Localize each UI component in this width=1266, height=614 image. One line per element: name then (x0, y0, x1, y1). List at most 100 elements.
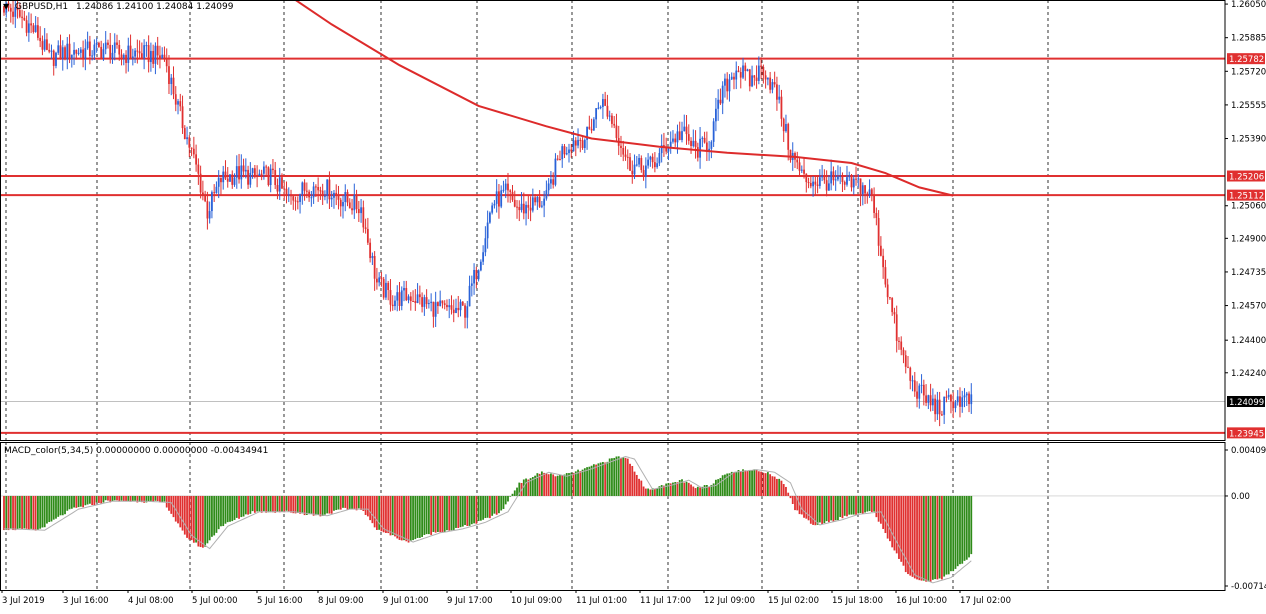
macd-bar-down (292, 495, 295, 514)
candle-bull (633, 164, 636, 175)
candle-bear (705, 142, 708, 152)
candle-bear (629, 157, 631, 171)
candle-bear (893, 312, 896, 315)
macd-bar-up (16, 495, 19, 529)
macd-bar-down (396, 495, 399, 539)
macd-bar-down (299, 495, 301, 514)
candle-bear (199, 173, 202, 193)
macd-bar-up (229, 495, 231, 522)
candle-bear (319, 190, 322, 192)
candle-bull (27, 23, 30, 33)
macd-bar-up (357, 495, 360, 509)
candle-bear (674, 138, 677, 143)
candle-bull (233, 177, 236, 185)
candle-bear (622, 147, 625, 155)
candle-bull (920, 384, 923, 386)
time-tick-label: 15 Jul 02:00 (768, 596, 819, 606)
candle-bull (699, 138, 701, 158)
macd-bar-down (785, 486, 787, 496)
macd-bar-down (572, 472, 575, 496)
candle-bear (620, 145, 622, 148)
candle-bull (848, 175, 851, 178)
candle-bull (954, 402, 957, 409)
macd-bar-up (938, 495, 941, 579)
candle-bull (812, 181, 814, 187)
candle-bear (88, 41, 91, 57)
candle-bear (159, 55, 161, 59)
candle-bear (339, 199, 342, 207)
candle-bull (658, 153, 661, 164)
candle-bull (635, 164, 638, 166)
macd-bar-up (493, 495, 496, 514)
macd-bar-down (642, 486, 645, 496)
macd-bar-up (857, 495, 860, 514)
candle-bull (34, 25, 37, 32)
macd-bar-up (217, 495, 220, 530)
time-tick-label: 11 Jul 01:00 (576, 596, 627, 606)
macd-tick-label: 0.00 (1231, 492, 1250, 502)
macd-bar-down (448, 495, 451, 531)
price-tick-label: 1.25555 (1231, 101, 1266, 111)
macd-bar-up (959, 495, 961, 565)
macd-bar-up (276, 495, 279, 512)
macd-bar-up (220, 495, 222, 527)
price-tick-label: 1.25390 (1231, 135, 1266, 145)
candle-bear (48, 49, 51, 52)
candle-bear (825, 180, 828, 191)
macd-bar-down (159, 495, 161, 503)
candle-bull (947, 394, 950, 398)
macd-bar-up (516, 487, 518, 496)
candle-bull (102, 49, 105, 59)
candle-bull (177, 101, 179, 105)
candle-bear (611, 115, 613, 124)
macd-bar-down (739, 471, 742, 496)
macd-bar-up (18, 495, 21, 529)
macd-bar-down (93, 495, 96, 506)
candle-bear (296, 201, 299, 203)
candle-bear (726, 78, 729, 92)
candle-bear (516, 206, 518, 208)
macd-bar-down (495, 495, 498, 515)
macd-bar-down (247, 495, 249, 515)
macd-bar-down (188, 495, 191, 540)
macd-bar-down (579, 471, 582, 496)
candle-bull (597, 107, 600, 109)
candle-bear (147, 45, 150, 63)
macd-bar-down (362, 495, 365, 512)
macd-bar-up (559, 475, 561, 496)
macd-bar-up (710, 484, 713, 496)
macd-bar-up (296, 495, 299, 513)
macd-bar-down (457, 495, 460, 528)
candle-bear (563, 146, 566, 155)
macd-bar-down (109, 495, 112, 503)
macd-bar-down (902, 495, 905, 566)
macd-bar-up (52, 495, 55, 520)
macd-bar-down (861, 495, 864, 514)
macd-bar-up (701, 486, 704, 496)
candle-bull (857, 178, 860, 180)
macd-bar-up (213, 495, 216, 536)
candle-bull (77, 52, 80, 54)
macd-bar-down (909, 495, 912, 576)
level-price-tag-label: 1.25112 (1229, 192, 1264, 202)
candle-bear (945, 396, 948, 398)
macd-bar-up (873, 495, 875, 512)
candle-bull (229, 174, 231, 182)
candle-bear (294, 200, 297, 202)
macd-bar-up (868, 495, 871, 512)
candle-bear (100, 46, 103, 59)
dropdown-arrow-icon[interactable]: ▼ (3, 2, 10, 11)
price-tick-label: 1.25885 (1231, 34, 1266, 44)
macd-bar-down (197, 495, 200, 547)
macd-bar-down (312, 495, 315, 516)
candle-bull (649, 156, 652, 160)
macd-bar-up (927, 495, 930, 582)
macd-bar-up (730, 471, 733, 496)
candle-bear (41, 41, 44, 50)
macd-bar-up (138, 495, 141, 502)
macd-bar-down (918, 495, 921, 581)
candle-bear (498, 191, 500, 207)
macd-bar-up (120, 495, 123, 501)
macd-bar-down (125, 495, 127, 502)
candle-bear (425, 297, 428, 305)
